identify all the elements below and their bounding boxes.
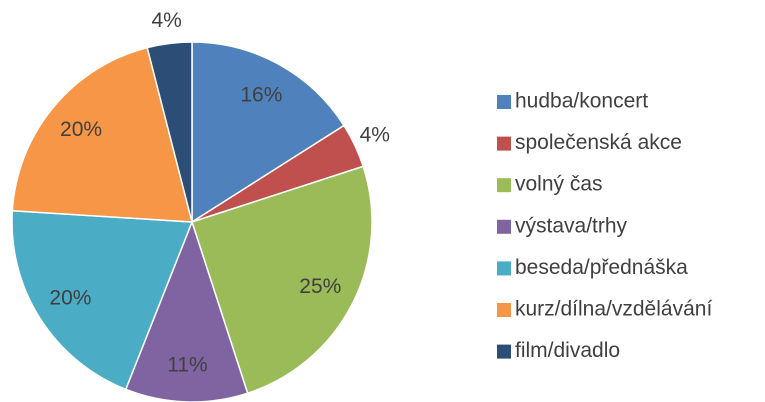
data-label: 25% xyxy=(299,275,341,298)
pie-slice xyxy=(11,46,193,223)
data-label: 11% xyxy=(167,353,207,376)
legend-swatch xyxy=(497,303,511,317)
legend-swatch xyxy=(497,136,511,151)
data-label: 20% xyxy=(60,118,102,141)
legend-swatch xyxy=(497,219,511,234)
pie-slice xyxy=(146,41,193,223)
legend-label: kurz/dílna/vzdělávání xyxy=(515,298,712,321)
legend-swatch xyxy=(497,261,511,276)
pie-slice xyxy=(11,209,194,391)
legend-label: společenská akce xyxy=(515,131,682,154)
legend-label: hudba/koncert xyxy=(515,90,648,113)
legend-label: beseda/přednáška xyxy=(515,256,688,279)
legend-swatch xyxy=(497,344,511,359)
pie-slice xyxy=(191,165,373,395)
legend-label: výstava/trhy xyxy=(515,214,628,237)
pie-slice xyxy=(191,41,346,224)
legend-label: volný čas xyxy=(515,173,603,196)
data-label: 4% xyxy=(360,124,390,147)
data-label: 16% xyxy=(240,83,282,106)
data-label: 4% xyxy=(152,9,182,32)
legend-swatch xyxy=(497,178,511,193)
legend-label: film/divadlo xyxy=(515,339,620,362)
data-label: 20% xyxy=(49,287,91,310)
legend-swatch xyxy=(497,95,511,109)
